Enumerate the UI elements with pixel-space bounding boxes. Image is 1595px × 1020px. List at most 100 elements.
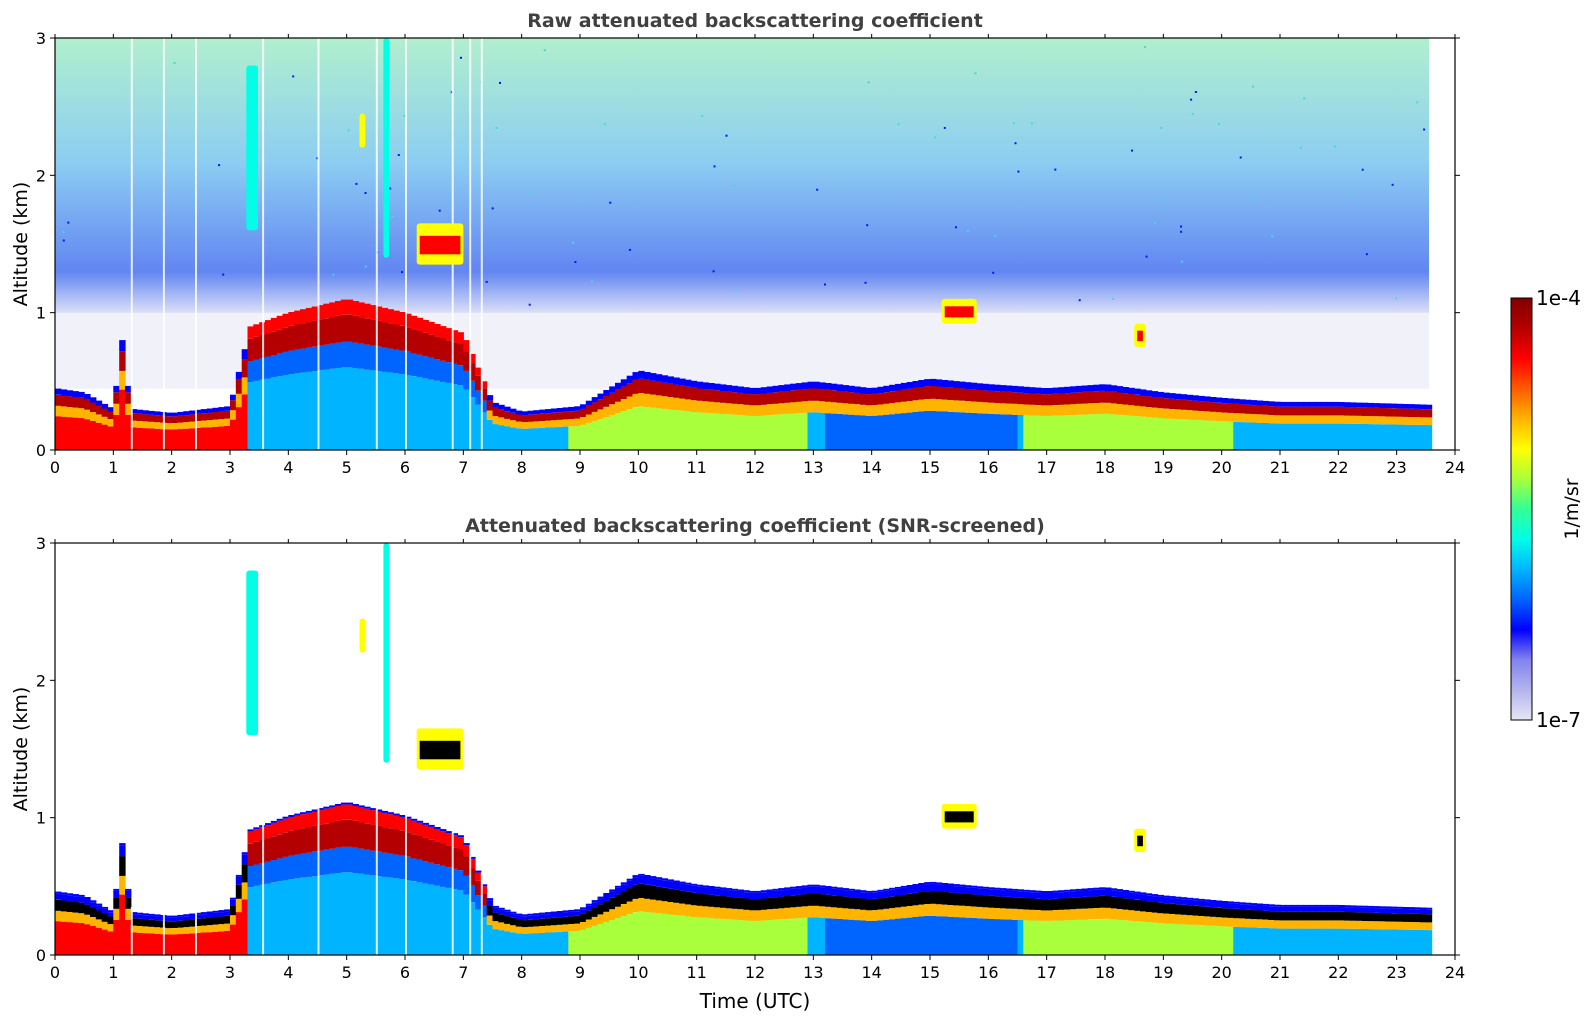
bl-cell	[1379, 908, 1386, 913]
bl-cell	[1023, 404, 1030, 416]
bl-cell	[906, 906, 914, 918]
bl-cell	[982, 918, 989, 955]
bl-cell	[539, 413, 546, 421]
bl-cell	[655, 408, 663, 450]
bl-cell	[399, 374, 406, 450]
bl-cell	[533, 926, 540, 934]
bl-cell	[1186, 899, 1194, 906]
bl-cell	[1134, 405, 1141, 417]
bl-cell	[673, 882, 680, 890]
bl-cell	[1070, 386, 1077, 393]
bl-cell	[667, 383, 674, 397]
bl-edge	[200, 912, 208, 915]
bl-cell	[562, 419, 569, 427]
bl-cell	[906, 887, 914, 894]
bl-edge	[113, 888, 120, 891]
noise-speck	[1190, 98, 1193, 101]
bl-cell	[1268, 911, 1275, 920]
bl-cell	[819, 917, 826, 955]
bl-cell	[340, 367, 348, 450]
bl-cell	[965, 893, 972, 907]
bl-cell	[930, 378, 937, 386]
bl-cell	[871, 405, 879, 416]
bl-cell	[708, 888, 715, 895]
bl-edge	[1420, 907, 1427, 910]
bl-cell	[574, 915, 581, 924]
bl-cell	[107, 916, 114, 925]
bl-cell	[1046, 415, 1054, 450]
bl-edge	[731, 888, 739, 891]
bl-cell	[492, 407, 499, 417]
bl-cell	[1361, 402, 1369, 408]
bl-cell	[615, 413, 622, 450]
noise-speck	[572, 241, 575, 244]
bl-cell	[510, 408, 517, 413]
bl-cell	[165, 412, 173, 417]
cloud-layer-1p5km-core	[419, 740, 461, 760]
bl-cell	[1355, 907, 1363, 913]
bl-cell	[982, 402, 989, 414]
bl-cell	[125, 919, 132, 955]
bl-cell	[1425, 930, 1433, 955]
bl-cell	[113, 919, 120, 955]
bl-cell	[825, 918, 832, 955]
bl-cell	[364, 874, 371, 955]
bl-cell	[615, 906, 622, 918]
bl-cell	[597, 924, 604, 955]
bl-cell	[171, 917, 179, 922]
bl-cell	[930, 410, 937, 450]
bl-cell	[988, 390, 995, 403]
bl-cell	[720, 889, 727, 896]
bl-cell	[830, 413, 838, 450]
bl-edge	[1192, 898, 1199, 901]
bl-cell	[1285, 928, 1293, 955]
bl-edge	[1099, 887, 1106, 890]
bl-cell	[305, 347, 313, 372]
bl-edge	[1350, 905, 1357, 908]
bl-cell	[714, 383, 721, 391]
bl-cell	[1256, 422, 1264, 450]
bl-cell	[994, 384, 1001, 392]
bl-cell	[784, 391, 791, 403]
bl-cell	[247, 843, 254, 866]
bl-cell	[416, 822, 424, 836]
bl-cell	[766, 897, 774, 910]
bl-cell	[743, 909, 750, 921]
bl-cell	[241, 394, 249, 450]
bl-cell	[90, 907, 97, 917]
bl-edge	[410, 818, 418, 821]
bl-cell	[533, 410, 540, 415]
bl-cell	[690, 892, 698, 906]
bl-cell	[1134, 416, 1141, 450]
bl-cell	[603, 901, 610, 912]
bl-cell	[790, 907, 797, 919]
bl-cell	[1169, 418, 1176, 450]
bl-cell	[1385, 403, 1392, 409]
bl-cell	[451, 363, 459, 385]
bl-cell	[206, 420, 214, 428]
bl-cell	[778, 908, 785, 920]
noise-speck	[864, 281, 867, 284]
bl-cell	[953, 388, 960, 401]
bl-cell	[136, 421, 144, 428]
bl-cell	[469, 363, 476, 381]
bl-cell	[358, 368, 365, 450]
noise-speck	[62, 231, 65, 234]
bl-cell	[1035, 892, 1042, 899]
bl-cell	[66, 922, 74, 955]
bl-cell	[1332, 911, 1339, 921]
bl-edge	[638, 873, 645, 876]
bl-cell	[953, 917, 960, 955]
bl-cell	[451, 342, 459, 364]
bl-cell	[696, 917, 704, 955]
bl-cell	[644, 898, 651, 913]
bl-edge	[1385, 906, 1392, 909]
bl-cell	[317, 305, 324, 320]
bl-edge	[276, 818, 284, 821]
bl-cell	[305, 827, 313, 853]
bl-cell	[644, 877, 651, 885]
bl-cell	[364, 369, 371, 450]
bl-cell	[725, 385, 733, 392]
bl-cell	[399, 350, 406, 375]
panel-raw-y-label: Altitude (km)	[10, 182, 32, 307]
